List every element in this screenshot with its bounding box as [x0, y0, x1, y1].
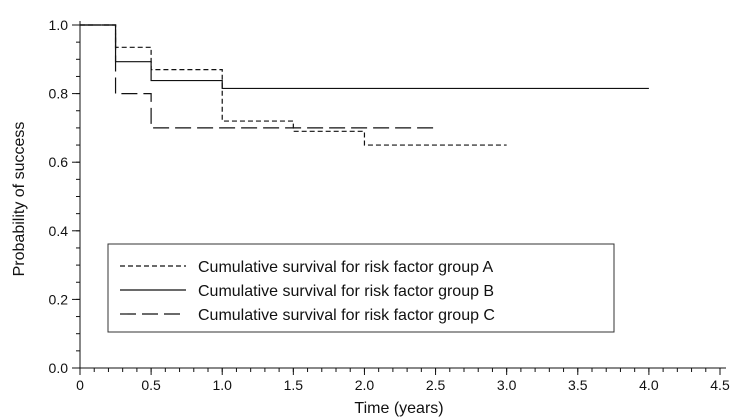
y-tick-label: 0.6: [49, 154, 69, 170]
x-tick-label: 2.0: [355, 377, 375, 393]
y-tick-label: 0.0: [49, 360, 69, 376]
x-axis-title: Time (years): [354, 400, 443, 417]
y-tick-label: 1.0: [49, 17, 69, 33]
x-tick-label: 1.0: [212, 377, 232, 393]
x-tick-label: 3.0: [497, 377, 517, 393]
legend: Cumulative survival for risk factor grou…: [107, 243, 615, 333]
y-tick-label: 0.2: [49, 291, 69, 307]
x-tick-label: 0: [76, 377, 84, 393]
legend-label: Cumulative survival for risk factor grou…: [198, 259, 494, 276]
x-tick-label: 4.0: [639, 377, 659, 393]
legend-label: Cumulative survival for risk factor grou…: [198, 283, 494, 300]
x-tick-label: 4.5: [710, 377, 730, 393]
y-tick-label: 0.4: [49, 223, 69, 239]
x-tick-label: 2.5: [426, 377, 446, 393]
x-ticks: 0 0.5 1.0 1.5 2.0 2.5 3.0 3.5 4.0 4.5: [76, 368, 730, 393]
axes: [79, 21, 726, 369]
y-axis-title: Probability of success: [11, 122, 28, 277]
series-line-a: [80, 24, 507, 146]
y-tick-label: 0.8: [49, 86, 69, 102]
x-tick-label: 3.5: [568, 377, 588, 393]
legend-label: Cumulative survival for risk factor grou…: [198, 307, 495, 324]
series-line-c: [80, 24, 436, 129]
x-tick-label: 1.5: [284, 377, 304, 393]
series-lines: [80, 24, 649, 146]
y-ticks: 0.0 0.2 0.4 0.6 0.8 1.0: [49, 17, 80, 376]
x-tick-label: 0.5: [141, 377, 161, 393]
legend-box: [107, 243, 615, 333]
series-line-b: [80, 24, 649, 90]
